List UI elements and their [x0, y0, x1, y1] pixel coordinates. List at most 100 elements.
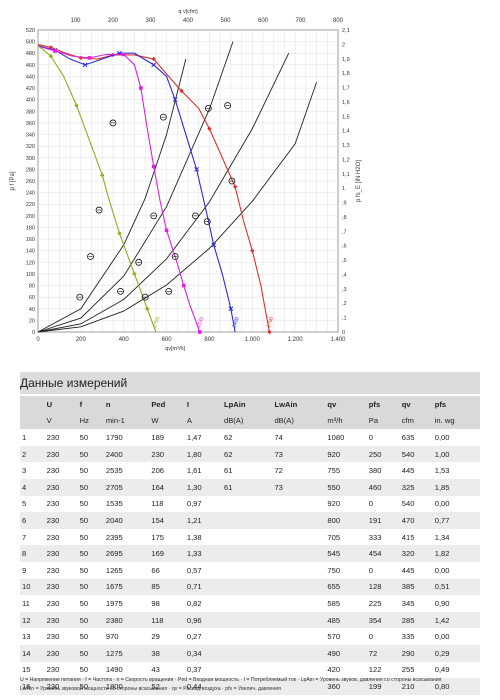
series-point-2535 [164, 228, 169, 233]
table-row-cell [272, 561, 326, 579]
table-row-cell: 230 [44, 528, 78, 546]
footnote: U = Напряжение питания · f = Частота · n… [20, 676, 490, 694]
table-row-cell: 1800 [103, 678, 150, 695]
table-row-cell: 8 [20, 545, 45, 562]
table-row-cell: 2380 [103, 611, 150, 629]
series-point-2400 [194, 167, 199, 172]
table-row-cell: 230 [44, 611, 78, 629]
table-header-row-cell: U [44, 396, 78, 413]
table-row-cell: 230 [44, 512, 78, 529]
table-header-row-cell: qv [325, 396, 367, 413]
table-row-cell: 655 [325, 578, 367, 596]
table-units-row-cell: in. wg [432, 412, 480, 430]
system-curve [37, 41, 234, 333]
table-units-row-cell: V [44, 412, 78, 430]
y2-tick-label: 1,4 [342, 129, 350, 135]
table-row-cell: 98 [149, 595, 185, 612]
table-row-cell: 335 [399, 628, 433, 645]
table-row-cell: 189 [149, 429, 185, 446]
table-row-cell: 50 [77, 595, 104, 612]
table-row-cell: 50 [77, 445, 104, 463]
table-row-cell: 72 [366, 644, 400, 662]
table-row-cell: 454 [366, 545, 400, 562]
table-row-cell: 72 [272, 462, 326, 479]
table-row-cell: 4 [20, 478, 45, 496]
table-row-cell: 50 [77, 512, 104, 529]
table-row-cell: 15 [20, 661, 45, 679]
table-row-cell: 2395 [103, 528, 150, 546]
table-row-cell: 970 [103, 628, 150, 645]
table-row: 12 230 50 2380 118 0,96 485 354 285 1,42 [20, 611, 480, 629]
table-row-cell: 50 [77, 611, 104, 629]
y2-tick-label: 1,6 [342, 100, 350, 106]
series-label-2535: 2535 [196, 316, 206, 329]
table-row-cell: 206 [149, 462, 185, 479]
section-header: Данные измерений [20, 372, 480, 394]
series-point-2535 [87, 56, 92, 60]
table-row-cell: 2535 [103, 462, 150, 479]
series-point-2400 [211, 242, 217, 248]
table-row-cell: 545 [325, 545, 367, 562]
table-row-cell: 0 [366, 429, 400, 446]
x-tick-label: 400 [119, 337, 130, 343]
table-row-cell: 50 [77, 661, 104, 679]
y-tick-label: 140 [26, 249, 35, 255]
table-row-cell: 73 [272, 478, 326, 496]
table-row-cell: 0,00 [432, 561, 480, 579]
table-row-cell: 360 [325, 678, 367, 695]
series-point-1790 [267, 329, 272, 335]
table-row-cell: 0,34 [184, 644, 222, 662]
table-row-cell: 1,00 [432, 445, 480, 463]
x-tick-label: 800 [204, 337, 215, 343]
series-point-2705 [117, 231, 122, 236]
table-row: 1 230 50 1790 189 1,47 62 74 1080 0 635 0,00 [20, 429, 480, 446]
table-row-cell [221, 545, 273, 562]
table-row-cell: 199 [366, 678, 400, 695]
table-row-cell: 50 [77, 678, 104, 695]
table-row-cell: 230 [44, 678, 78, 695]
table-row-cell: 2 [20, 445, 45, 463]
footnote-line-2: LwAin = Уровень звуковой мощности со сто… [20, 686, 281, 692]
x-tick-label: 200 [76, 337, 87, 343]
y-axis-label: p f [Pa] [10, 171, 16, 190]
table-row-cell: 0,37 [184, 661, 222, 679]
y2-tick-label: 1,9 [342, 57, 350, 63]
table-row-cell: 2040 [103, 512, 150, 529]
table-row-cell: 16 [20, 678, 45, 695]
operating-point [159, 113, 167, 121]
table-row-cell: 169 [149, 545, 185, 562]
table-row-cell: 50 [77, 478, 104, 496]
table-row-cell: 550 [325, 478, 367, 496]
table-row-cell: 1,34 [432, 528, 480, 546]
y2-tick-label: ,8 [342, 215, 347, 221]
table-row-cell: 1675 [103, 578, 150, 596]
table-row-cell: 62 [221, 445, 273, 463]
table-row-cell: 0,44 [184, 678, 222, 695]
table-row-cell: 485 [325, 611, 367, 629]
system-curve [37, 58, 187, 333]
operating-point [192, 212, 199, 220]
table-row-cell: 333 [366, 528, 400, 546]
table-row-cell: 230 [44, 578, 78, 596]
table-row-cell: 540 [399, 495, 433, 513]
table-row-cell: 0,90 [432, 595, 480, 612]
table-row-cell: 540 [399, 445, 433, 463]
table-row-cell: 750 [325, 561, 367, 579]
table-header-row-cell: n [103, 396, 150, 413]
x2-axis-label: q v[cfm] [178, 9, 198, 15]
table-row-cell: 118 [149, 611, 185, 629]
table-row-cell: 0,97 [184, 495, 222, 513]
series-line-2705 [37, 45, 157, 333]
table-row-cell: 0,80 [432, 678, 480, 695]
table-row-cell: 50 [77, 429, 104, 446]
table-row-cell: 470 [399, 512, 433, 529]
table-row-cell: 1,30 [184, 478, 222, 496]
y-tick-label: 0 [32, 330, 35, 336]
series-point-2535 [197, 330, 202, 334]
x2-tick-label: 100 [70, 18, 81, 24]
table-row: 6 230 50 2040 154 1,21 800 191 470 0,77 [20, 512, 480, 529]
table-row-cell: 0,00 [432, 628, 480, 645]
table-row-cell: 490 [325, 644, 367, 662]
table-row: 9 230 50 1265 66 0,57 750 0 445 0,00 [20, 561, 480, 579]
y-tick-label: 460 [26, 63, 35, 69]
